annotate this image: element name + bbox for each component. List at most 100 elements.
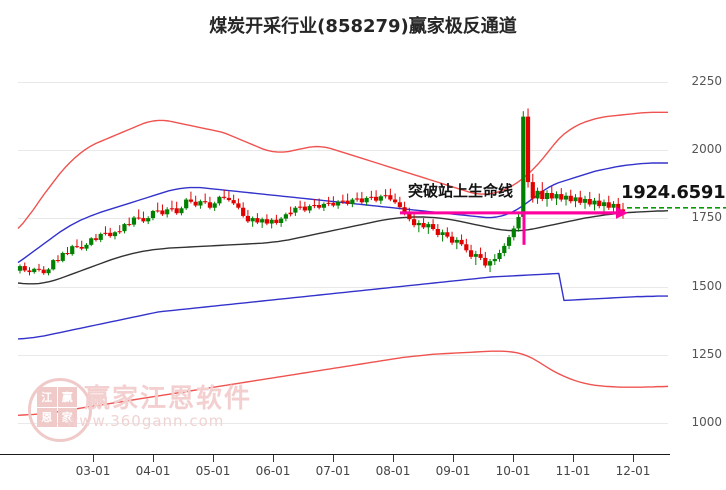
- gridline: [18, 82, 668, 84]
- x-tick-label-08-01: 08-01: [375, 464, 411, 478]
- candle-body: [516, 217, 521, 229]
- candle-body: [108, 232, 113, 237]
- candle-body: [540, 190, 545, 199]
- x-tick-label-07-01: 07-01: [315, 464, 351, 478]
- candle-body: [592, 200, 597, 205]
- gridline: [18, 218, 668, 220]
- chart-page: 煤炭开采行业(858279)赢家极反通道 2250 2000 1750 1500 125…: [0, 16, 726, 478]
- x-tick: [393, 455, 394, 462]
- candle-body: [146, 218, 151, 222]
- candle-body: [127, 224, 132, 226]
- candle-body: [46, 269, 51, 274]
- candle-body: [302, 206, 307, 211]
- gridline: [18, 286, 668, 288]
- candle-body: [392, 199, 398, 203]
- candle-body: [535, 190, 540, 199]
- last-price-label: 1924.6591: [621, 182, 726, 203]
- gridline: [18, 423, 668, 424]
- candle-body: [136, 217, 141, 219]
- candle-body: [117, 231, 122, 233]
- candle-body: [483, 257, 488, 266]
- candle-body: [231, 200, 236, 204]
- candle-body: [131, 217, 137, 225]
- candle-body: [530, 182, 535, 199]
- candle-body: [155, 210, 160, 212]
- candlestick-series: [17, 108, 626, 276]
- y-tick-label-1750: 1750: [691, 210, 722, 225]
- candle-body: [468, 250, 474, 257]
- candle-body: [459, 239, 464, 245]
- candle-body: [217, 196, 222, 204]
- x-tick: [453, 455, 454, 462]
- candle-body: [260, 219, 265, 223]
- candle-body: [283, 214, 288, 219]
- candle-body: [274, 219, 279, 223]
- candle-body: [435, 229, 440, 235]
- candle-body: [336, 201, 341, 206]
- candle-body: [345, 200, 350, 204]
- candle-body: [430, 224, 436, 229]
- candle-body: [207, 202, 213, 208]
- candle-body: [525, 116, 531, 183]
- y-tick-label-2250: 2250: [691, 74, 722, 89]
- candle-body: [160, 210, 165, 215]
- x-tick-label-06-01: 06-01: [255, 464, 291, 478]
- candle-body: [298, 206, 303, 208]
- candle-body: [70, 246, 75, 255]
- arrow-head: [616, 206, 628, 219]
- candle-body: [22, 266, 27, 271]
- candle-body: [445, 232, 450, 237]
- candle-body: [549, 193, 554, 199]
- candle-body: [449, 236, 455, 243]
- candle-body: [179, 208, 184, 214]
- x-tick-label-03-01: 03-01: [75, 464, 111, 478]
- candle-body: [169, 208, 175, 210]
- candle-body: [245, 215, 251, 222]
- candle-body: [511, 228, 516, 238]
- candle-body: [359, 198, 364, 203]
- candle-body: [388, 195, 393, 200]
- candle-body: [27, 270, 32, 273]
- candle-body: [74, 246, 80, 248]
- candle-body: [55, 260, 61, 262]
- candle-body: [36, 268, 42, 270]
- x-tick: [153, 455, 154, 462]
- breakout-annotation: 突破站上生命线: [408, 182, 514, 200]
- candle-body: [521, 116, 526, 217]
- candle-body: [255, 218, 260, 223]
- candle-body: [611, 203, 616, 208]
- candle-body: [65, 253, 70, 255]
- candle-body: [198, 201, 203, 206]
- series-line: [17, 272, 668, 340]
- candle-body: [440, 232, 445, 235]
- candle-body: [269, 219, 274, 224]
- candle-body: [606, 202, 611, 208]
- x-tick: [573, 455, 574, 462]
- candle-body: [416, 223, 421, 226]
- x-tick: [273, 455, 274, 462]
- candle-body: [364, 197, 369, 203]
- candle-body: [502, 245, 507, 253]
- candle-body: [464, 244, 469, 251]
- plot-area: 2250 2000 1750 1500 1250 1000 03-01 04-01 05-01…: [0, 40, 726, 478]
- candle-body: [383, 195, 388, 197]
- candle-body: [378, 196, 383, 201]
- x-tick: [93, 455, 94, 462]
- candle-body: [184, 199, 189, 209]
- candle-body: [578, 197, 583, 203]
- candle-body: [554, 194, 559, 199]
- candle-body: [616, 203, 621, 210]
- candle-body: [597, 200, 602, 207]
- candle-body: [473, 254, 478, 257]
- candle-body: [32, 268, 37, 273]
- series-line: [17, 350, 669, 416]
- candle-body: [293, 207, 298, 213]
- candle-body: [559, 194, 564, 200]
- candle-body: [492, 259, 497, 262]
- gridline: [18, 150, 668, 152]
- candle-body: [307, 206, 312, 211]
- x-tick-label-11-01: 11-01: [555, 464, 591, 478]
- candle-body: [487, 261, 493, 266]
- candle-body: [312, 205, 317, 207]
- candle-body: [226, 197, 232, 201]
